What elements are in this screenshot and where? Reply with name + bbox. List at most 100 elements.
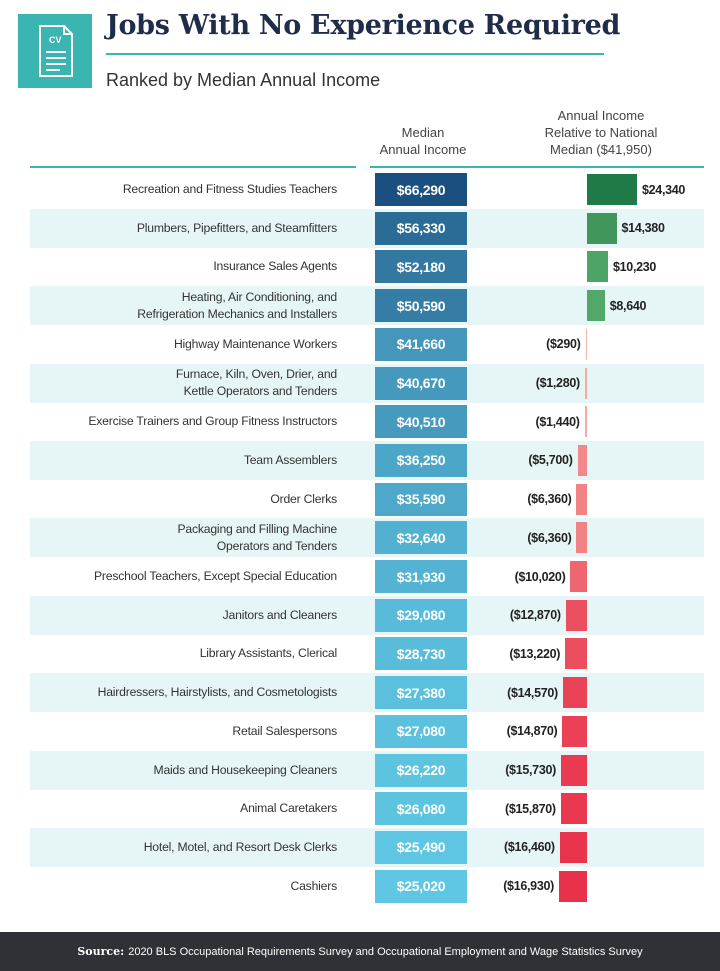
relative-income-label: ($6,360) bbox=[527, 492, 572, 507]
relative-income-bar bbox=[587, 251, 608, 283]
source-label: Source: bbox=[77, 945, 125, 958]
median-header-line: Median bbox=[401, 125, 445, 140]
relative-income-bar bbox=[577, 444, 587, 476]
median-column-header: Median Annual Income bbox=[358, 124, 488, 158]
median-income-value: $25,020 bbox=[375, 869, 467, 903]
relative-income-label: ($14,570) bbox=[507, 685, 558, 700]
table-row: Furnace, Kiln, Oven, Drier, and Kettle Op… bbox=[30, 363, 704, 403]
relative-income-bar bbox=[562, 677, 587, 709]
category-label-line: Refrigeration Mechanics and Installers bbox=[137, 306, 337, 321]
relative-income-bar bbox=[587, 212, 617, 244]
median-income-value: $28,730 bbox=[375, 637, 467, 671]
table-row: Heating, Air Conditioning, and Refrigerat… bbox=[30, 286, 704, 326]
relative-income-bar bbox=[585, 328, 587, 360]
relative-income-bar bbox=[565, 638, 587, 670]
table-row: Preschool Teachers, Except Special Educa… bbox=[30, 557, 704, 596]
relative-income-bar bbox=[587, 174, 637, 205]
relative-income-label: ($15,730) bbox=[505, 763, 556, 777]
header-rule-right bbox=[370, 166, 704, 168]
table-row: Highway Maintenance Workers $41,660 ($290) bbox=[30, 325, 704, 364]
category-label: Maids and Housekeeping Cleaners bbox=[154, 751, 338, 790]
median-income-value: $56,330 bbox=[375, 211, 467, 245]
category-label-line: Kettle Operators and Tenders bbox=[183, 384, 338, 398]
category-label-line: Exercise Trainers and Group Fitness Inst… bbox=[88, 414, 337, 429]
relative-income-label: ($5,700) bbox=[528, 453, 573, 468]
category-label-line: Packaging and Filling Machine bbox=[177, 521, 337, 536]
page-subtitle: Ranked by Median Annual Income bbox=[106, 70, 381, 90]
category-label-line: Operators and Tenders bbox=[216, 538, 337, 553]
median-income-value: $50,590 bbox=[375, 289, 467, 323]
median-income-value: $26,080 bbox=[375, 792, 467, 826]
table-row: Packaging and Filling Machine Operators a… bbox=[30, 518, 704, 558]
relative-income-label: $24,340 bbox=[642, 182, 686, 197]
table-row: Recreation and Fitness Studies Teachers $… bbox=[30, 170, 704, 209]
category-label-line: Hotel, Motel, and Resort Desk Clerks bbox=[143, 839, 337, 854]
category-label: Janitors and Cleaners bbox=[222, 596, 338, 635]
relative-header-line: Median ($41,950) bbox=[550, 142, 652, 157]
document-icon: CV bbox=[39, 25, 73, 77]
relative-income-label: $8,640 bbox=[609, 298, 647, 313]
category-label-line: Preschool Teachers, Except Special Educa… bbox=[94, 569, 337, 583]
category-label: Plumbers, Pipefitters, and Steamfitters bbox=[137, 209, 337, 248]
category-label-line: Insurance Sales Agents bbox=[213, 259, 337, 274]
table-row: Library Assistants, Clerical $28,730 ($13,… bbox=[30, 634, 704, 673]
table-row: Cashiers $25,020 ($16,930) bbox=[30, 867, 704, 906]
table-row: Hairdressers, Hairstylists, and Cosmetol… bbox=[30, 673, 704, 713]
median-income-value: $36,250 bbox=[375, 443, 467, 477]
relative-income-label: ($6,360) bbox=[527, 530, 572, 545]
category-label: Packaging and Filling Machine Operators a… bbox=[177, 518, 337, 557]
relative-income-label: ($15,870) bbox=[504, 801, 556, 816]
table-row: Exercise Trainers and Group Fitness Inst… bbox=[30, 402, 704, 441]
table-row: Insurance Sales Agents $52,180 $10,230 bbox=[30, 247, 704, 286]
relative-header-line: Annual Income bbox=[557, 108, 645, 123]
relative-income-bar bbox=[560, 793, 587, 825]
median-income-value: $27,080 bbox=[375, 714, 467, 748]
category-label: Exercise Trainers and Group Fitness Inst… bbox=[88, 402, 337, 441]
median-income-value: $26,220 bbox=[375, 753, 467, 787]
category-label-line: Plumbers, Pipefitters, and Steamfitters bbox=[136, 220, 337, 235]
category-label: Library Assistants, Clerical bbox=[199, 634, 338, 673]
median-income-value: $32,640 bbox=[375, 521, 467, 555]
category-label: Retail Salespersons bbox=[232, 712, 337, 751]
relative-income-label: $14,380 bbox=[621, 221, 665, 236]
relative-income-label: ($14,870) bbox=[506, 724, 558, 739]
relative-income-bar bbox=[570, 561, 587, 592]
relative-income-bar bbox=[584, 367, 587, 399]
category-label-line: Library Assistants, Clerical bbox=[199, 646, 338, 661]
category-label: Furnace, Kiln, Oven, Drier, and Kettle Op… bbox=[176, 364, 337, 403]
median-header-line: Annual Income bbox=[379, 142, 467, 157]
table-row: Janitors and Cleaners $29,080 ($12,870) bbox=[30, 595, 704, 635]
relative-income-bar bbox=[576, 522, 587, 554]
logo-badge: CV bbox=[18, 14, 92, 88]
relative-income-label: $10,230 bbox=[613, 259, 657, 274]
median-income-value: $40,510 bbox=[375, 405, 467, 439]
category-label-line: Janitors and Cleaners bbox=[222, 607, 338, 622]
table-row: Maids and Housekeeping Cleaners $26,220 ($… bbox=[30, 750, 704, 790]
category-label-line: Retail Salespersons bbox=[232, 723, 337, 738]
category-label-line: Highway Maintenance Workers bbox=[173, 336, 337, 351]
category-label: Animal Caretakers bbox=[240, 789, 337, 828]
relative-income-bar bbox=[587, 290, 605, 322]
table-row: Order Clerks $35,590 ($6,360) bbox=[30, 480, 704, 519]
relative-income-label: ($1,280) bbox=[535, 376, 580, 390]
relative-income-label: ($10,020) bbox=[514, 569, 566, 584]
relative-income-label: ($1,440) bbox=[535, 414, 580, 429]
category-label: Preschool Teachers, Except Special Educa… bbox=[94, 557, 337, 596]
table-row: Animal Caretakers $26,080 ($15,870) bbox=[30, 789, 704, 828]
category-label: Hairdressers, Hairstylists, and Cosmetol… bbox=[97, 673, 338, 712]
median-income-value: $66,290 bbox=[375, 173, 467, 206]
median-income-value: $41,660 bbox=[375, 327, 467, 361]
logo-text: CV bbox=[49, 35, 62, 45]
page-title: Jobs With No Experience Required bbox=[106, 10, 621, 41]
category-label-line: Hairdressers, Hairstylists, and Cosmetol… bbox=[97, 685, 338, 700]
table-row: Plumbers, Pipefitters, and Steamfitters $… bbox=[30, 208, 704, 248]
category-label: Highway Maintenance Workers bbox=[174, 325, 337, 364]
relative-income-bar bbox=[560, 754, 587, 786]
category-label: Heating, Air Conditioning, and Refrigerat… bbox=[137, 286, 337, 325]
title-underline bbox=[106, 53, 604, 55]
source-text: 2020 BLS Occupational Requirements Surve… bbox=[128, 945, 643, 958]
header-rule-left bbox=[30, 166, 356, 168]
table-row: Team Assemblers $36,250 ($5,700) bbox=[30, 440, 704, 480]
category-label-line: Recreation and Fitness Studies Teachers bbox=[122, 182, 337, 196]
relative-income-bar bbox=[576, 483, 587, 515]
